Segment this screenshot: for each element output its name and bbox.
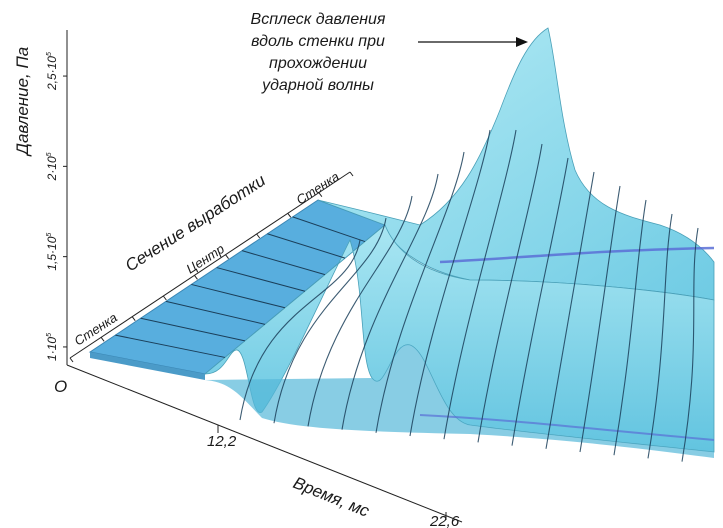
section-line (273, 217, 387, 424)
svg-text:прохождении: прохождении (269, 55, 367, 72)
surface-front-edge (205, 344, 714, 458)
section-axis (69, 171, 351, 359)
section-line (267, 233, 346, 259)
pre-wave-plane-front (90, 352, 205, 380)
section-line (140, 317, 246, 342)
origin-label: O (54, 377, 67, 396)
section-line (613, 199, 647, 456)
time-axis-label: Время, мс (291, 473, 373, 521)
section-line (239, 239, 361, 421)
section-tick-mark (100, 337, 105, 342)
section-line (241, 250, 326, 276)
section-line (477, 143, 543, 443)
section-tick-mark (162, 295, 167, 301)
section-tick-mark (69, 357, 74, 363)
annotation-arrowhead (516, 37, 528, 47)
section-tick-mark (131, 316, 136, 321)
section-line (191, 283, 286, 309)
pressure-tick-label: 1,5·105 (45, 233, 59, 271)
time-tick-label-2: 22,6 (429, 513, 460, 528)
svg-text:ударной волны: ударной волны (261, 77, 374, 94)
section-line (409, 129, 491, 437)
pressure-axis-label: Давление, Па (13, 47, 32, 157)
section-line (681, 227, 699, 462)
section-line (292, 216, 366, 243)
pressure-tick-label: 2,5·105 (45, 52, 59, 91)
section-lines (115, 129, 699, 462)
section-line (375, 151, 465, 433)
section-line (545, 171, 595, 449)
section-line (647, 213, 673, 459)
pressure-tick-label: 1·105 (45, 333, 59, 361)
section-ticks (69, 171, 354, 363)
section-line (115, 334, 226, 358)
section-line (307, 195, 413, 427)
time-tick-label-1: 12,2 (207, 433, 237, 450)
section-tick-mark (349, 171, 354, 177)
section-line (341, 173, 439, 430)
section-line (443, 129, 517, 440)
trough-ridge-back (439, 246, 715, 264)
time-axis (66, 364, 463, 523)
section-tick-mark (194, 275, 198, 280)
pressure-ticks: 1·105 1,5·105 2·105 2,5·105 (45, 52, 67, 361)
section-tick-mark (225, 254, 229, 259)
section-line (511, 157, 569, 446)
section-line (579, 185, 621, 453)
section-line (216, 267, 306, 292)
section-tick-mark (287, 213, 292, 218)
section-line (165, 300, 266, 325)
trough-ridge-front (419, 414, 715, 441)
section-tick-mark (318, 192, 323, 197)
section-tick-mark (256, 233, 261, 239)
pressure-tick-label: 2·105 (45, 152, 59, 181)
svg-text:вдоль стенки при: вдоль стенки при (251, 33, 385, 50)
annotation: Всплеск давления вдоль стенки при прохож… (251, 11, 528, 94)
svg-text:Всплеск давления: Всплеск давления (251, 11, 386, 28)
